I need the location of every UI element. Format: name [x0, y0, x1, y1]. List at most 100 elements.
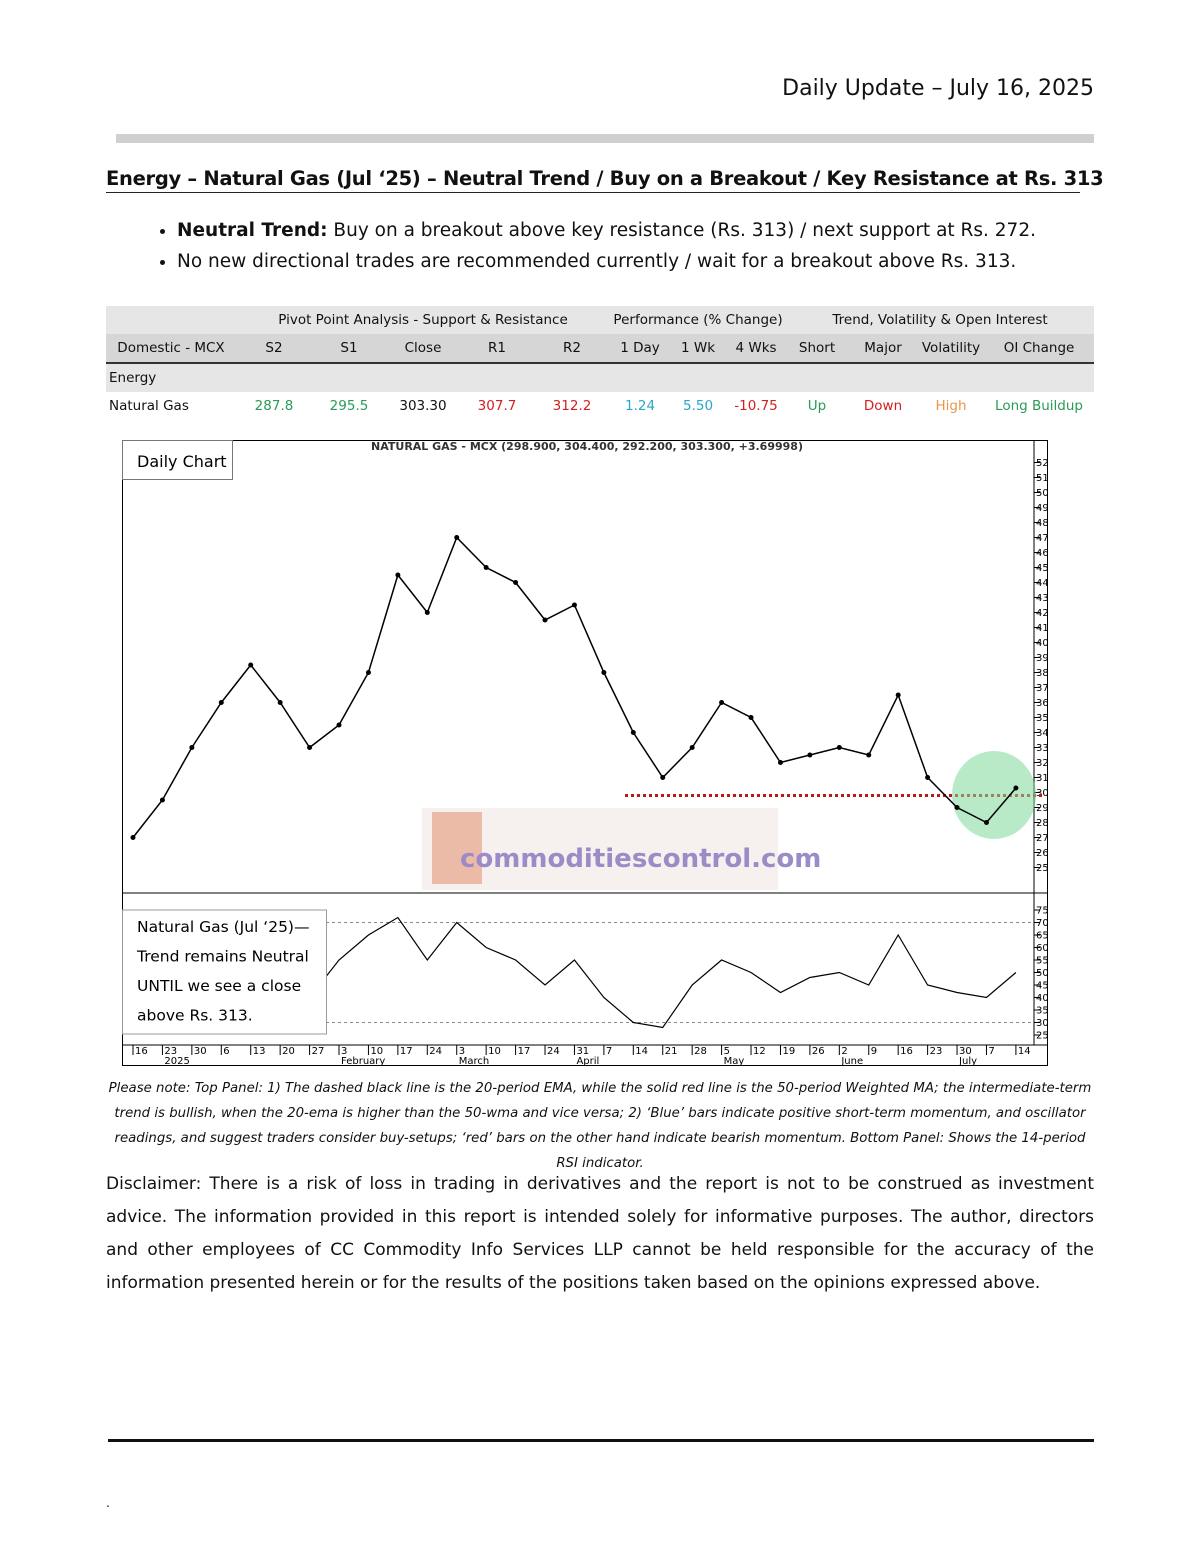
- annotation: UNTIL we see a close: [137, 977, 301, 995]
- x-tick-label: 28: [694, 1046, 707, 1057]
- rsi-tick-label: 50: [1036, 968, 1048, 979]
- month-label: June: [840, 1056, 863, 1067]
- month-label: 2025: [164, 1056, 189, 1067]
- x-tick-label: 13: [253, 1046, 266, 1057]
- y-tick-label: 360: [1036, 698, 1048, 709]
- column-header: R1: [460, 334, 534, 364]
- watermark-logo: [432, 812, 482, 884]
- column-header: R2: [534, 334, 611, 364]
- y-tick-label: 290: [1036, 803, 1048, 814]
- price-point: [248, 662, 254, 668]
- x-tick-label: 23: [164, 1046, 177, 1057]
- y-tick-label: 460: [1036, 548, 1048, 559]
- x-tick-label: 17: [518, 1046, 531, 1057]
- price-point: [189, 745, 195, 750]
- price-point: [483, 565, 489, 570]
- price-point: [983, 820, 989, 825]
- price-point: [836, 745, 842, 750]
- cell: 307.7: [477, 398, 517, 414]
- column-header: Close: [386, 334, 460, 364]
- bullet: Neutral Trend: Buy on a breakout above k…: [177, 220, 1107, 241]
- y-tick-label: 520: [1036, 458, 1048, 469]
- x-tick-label: 31: [576, 1046, 589, 1057]
- x-tick-label: 17: [400, 1046, 413, 1057]
- table-row: Domestic - MCX S2 S1 Close R1 R2 1 Day 1 Wk 4 Wk…: [106, 334, 1095, 364]
- price-point: [159, 797, 165, 803]
- x-tick-label: 27: [312, 1046, 325, 1057]
- cell: Up: [807, 398, 827, 414]
- price-point: [571, 602, 577, 608]
- y-tick-label: 330: [1036, 743, 1048, 754]
- price-point: [748, 715, 754, 720]
- x-tick-label: 30: [959, 1046, 972, 1057]
- price-point: [365, 670, 371, 675]
- pivot-table: Pivot Point Analysis - Support & Resista…: [106, 306, 1095, 420]
- y-tick-label: 370: [1036, 683, 1048, 694]
- price-point: [777, 760, 783, 765]
- x-tick-label: 10: [370, 1046, 383, 1057]
- month-label: July: [958, 1056, 977, 1067]
- y-tick-label: 500: [1036, 488, 1048, 499]
- rsi-tick-label: 45: [1036, 981, 1048, 992]
- cell: 5.50: [682, 398, 714, 414]
- chart-label: Daily Chart: [137, 452, 227, 471]
- month-label: May: [724, 1056, 745, 1067]
- price-point: [925, 775, 931, 780]
- y-tick-label: 300: [1036, 788, 1048, 799]
- x-tick-label: 21: [665, 1046, 678, 1057]
- label-box: [122, 440, 233, 480]
- annotation: above Rs. 313.: [137, 1007, 253, 1025]
- column-header: 1 Day: [610, 334, 671, 364]
- y-tick-label: 490: [1036, 503, 1048, 514]
- table-row: Energy: [106, 363, 1095, 392]
- x-tick-label: 7: [606, 1046, 612, 1057]
- x-tick-label: 16: [900, 1046, 913, 1057]
- column-header: 1 Wk: [670, 334, 727, 364]
- y-tick-label: 440: [1036, 578, 1048, 589]
- y-tick-label: 380: [1036, 668, 1048, 679]
- group-header: Performance (% Change): [610, 306, 787, 334]
- rsi-tick-label: 35: [1036, 1006, 1048, 1017]
- price-point: [513, 580, 519, 585]
- x-tick-label: 10: [488, 1046, 501, 1057]
- price-point: [454, 535, 460, 540]
- cell: Natural Gas: [109, 398, 189, 414]
- y-tick-label: 390: [1036, 653, 1048, 664]
- month-label: March: [459, 1056, 489, 1067]
- price-point: [307, 745, 313, 750]
- cell: -10.75: [734, 398, 778, 414]
- price-point: [424, 610, 430, 615]
- price-point: [660, 775, 666, 780]
- x-tick-label: 5: [724, 1046, 730, 1057]
- y-tick-label: 470: [1036, 533, 1048, 544]
- cell: Long Buildup: [995, 398, 1084, 414]
- y-tick-label: 410: [1036, 623, 1048, 634]
- annotation-box: [122, 909, 327, 1035]
- price-point: [336, 722, 342, 728]
- column-header: S2: [236, 334, 312, 364]
- y-tick-label: 450: [1036, 563, 1048, 574]
- y-tick-label: 420: [1036, 608, 1048, 619]
- x-tick-label: 23: [930, 1046, 943, 1057]
- chart-title: NATURAL GAS - MCX (298.900, 304.400, 292…: [371, 440, 803, 453]
- x-tick-label: 3: [459, 1046, 465, 1057]
- chart: commoditiescontrol.com250260270280290300…: [122, 440, 1048, 1067]
- y-tick-label: 350: [1036, 713, 1048, 724]
- cell: 287.8: [254, 398, 294, 414]
- y-tick-label: 510: [1036, 473, 1048, 484]
- date: Daily Update – July 16, 2025: [782, 76, 1094, 101]
- x-tick-label: 9: [871, 1046, 877, 1057]
- price-point: [601, 670, 607, 675]
- column-header: Volatility: [918, 334, 985, 364]
- column-header: Domestic - MCX: [106, 334, 236, 364]
- x-tick-label: 14: [1018, 1046, 1031, 1057]
- frame: [122, 440, 1048, 1066]
- x-tick-label: 24: [547, 1046, 560, 1057]
- table-row: Natural Gas 287.8 295.5 303.30 307.7 312.2 1.2…: [106, 392, 1094, 420]
- cell: High: [935, 398, 967, 414]
- x-tick-label: 16: [135, 1046, 148, 1057]
- note: Please note: Top Panel: 1) The dashed bl…: [108, 1081, 1092, 1171]
- price-point: [277, 700, 283, 705]
- y-tick-label: 480: [1036, 518, 1048, 529]
